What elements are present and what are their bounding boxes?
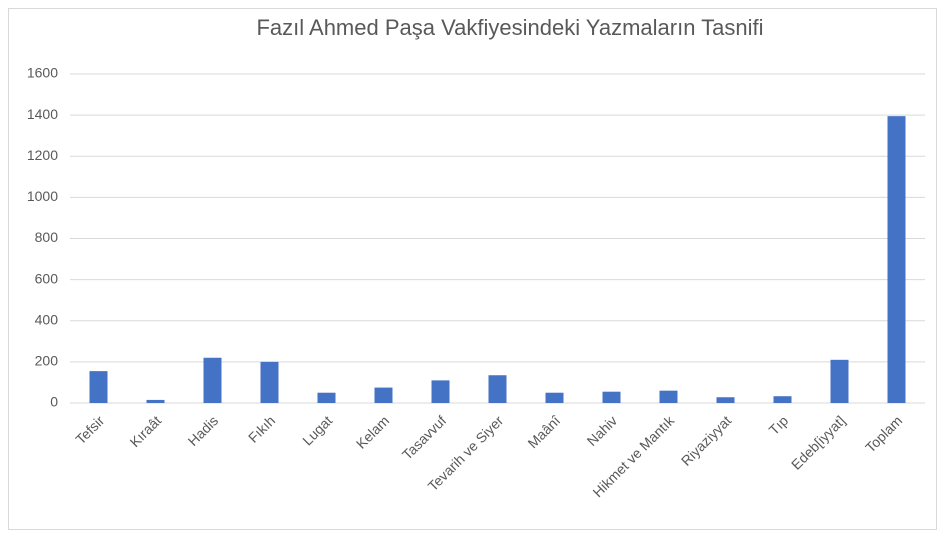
y-tick-label: 1000 — [27, 188, 58, 204]
y-tick-label: 400 — [35, 311, 59, 327]
y-tick-label: 800 — [35, 229, 59, 245]
chart-frame — [8, 8, 937, 530]
y-tick-label: 0 — [50, 394, 58, 410]
bar — [260, 361, 279, 403]
bar — [431, 380, 450, 403]
bar — [602, 391, 621, 403]
bar — [773, 396, 792, 403]
bar — [89, 371, 108, 403]
bar — [716, 397, 735, 403]
bar — [659, 390, 678, 403]
y-tick-label: 600 — [35, 270, 59, 286]
bar — [374, 387, 393, 403]
y-tick-label: 1200 — [27, 147, 58, 163]
bar — [545, 392, 564, 403]
y-tick-label: 200 — [35, 353, 59, 369]
bar — [146, 399, 165, 403]
bar — [317, 392, 336, 403]
bar — [488, 375, 507, 403]
y-tick-label: 1400 — [27, 106, 58, 122]
chart-title: Fazıl Ahmed Paşa Vakfiyesindeki Yazmalar… — [256, 15, 763, 40]
bar — [830, 359, 849, 403]
y-tick-label: 1600 — [27, 65, 58, 81]
bar — [887, 116, 906, 403]
bar — [203, 357, 222, 403]
